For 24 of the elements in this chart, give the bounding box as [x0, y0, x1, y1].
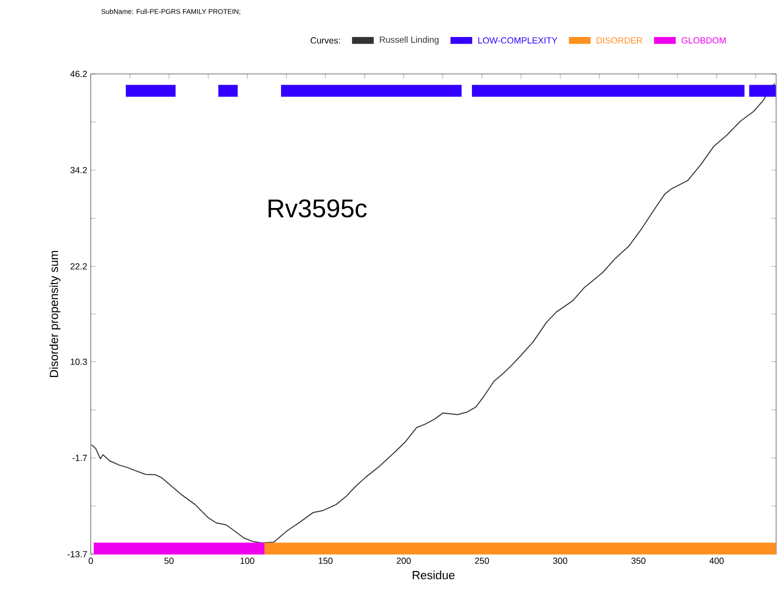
x-tick-label: 200	[396, 557, 411, 564]
x-tick-label: 150	[318, 557, 333, 564]
y-tick-label: 46.2	[70, 70, 87, 77]
x-tick-label: 350	[631, 557, 646, 564]
y-tick-label: 34.2	[70, 166, 87, 174]
y-tick-label: -13.7	[68, 550, 87, 558]
legend-label: GLOBDOM	[682, 37, 726, 44]
x-tick-label: 400	[709, 557, 724, 564]
legend-label: LOW-COMPLEXITY	[478, 37, 558, 44]
y-tick-label: -1.7	[72, 454, 87, 461]
legend-title: Curves:	[310, 37, 340, 44]
legend-label: Russell Linding	[380, 36, 439, 44]
y-tick-label: 22.2	[70, 263, 87, 270]
y-axis-title: Disorder propensity sum	[49, 250, 60, 377]
x-tick-label: 100	[240, 557, 254, 564]
legend-label: DISORDER	[596, 37, 642, 44]
x-tick-label: 250	[475, 557, 489, 564]
annotation: Rv3595c	[268, 199, 367, 218]
y-tick-label: 10.3	[70, 358, 87, 365]
line-series	[90, 82, 776, 544]
x-tick-label: 50	[164, 557, 174, 564]
x-tick-label: 300	[553, 557, 568, 564]
x-tick-label: 0	[88, 557, 93, 564]
x-axis-title: Residue	[412, 570, 455, 580]
